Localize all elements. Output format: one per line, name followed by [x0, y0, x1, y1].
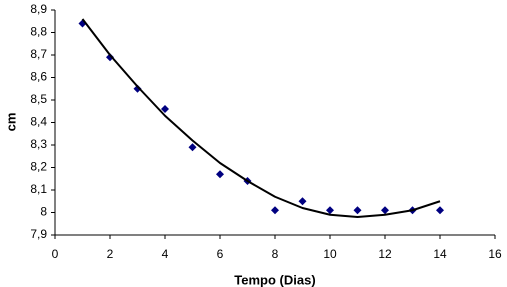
trend-line: [81, 18, 441, 218]
data-point: [188, 143, 197, 152]
x-tick-label: 14: [433, 247, 447, 261]
y-tick-label: 8,7: [30, 47, 47, 61]
data-point: [436, 206, 444, 215]
y-tick-label: 8,9: [30, 2, 47, 16]
x-tick-label: 8: [272, 247, 279, 261]
data-point: [381, 206, 389, 215]
data-point: [326, 206, 334, 215]
y-axis-title: cm: [3, 113, 18, 132]
x-tick-label: 6: [217, 247, 224, 261]
x-tick-label: 12: [378, 247, 392, 261]
data-point: [216, 170, 224, 179]
x-axis-title: Tempo (Dias): [234, 272, 315, 287]
data-point: [133, 84, 142, 93]
y-tick-label: 8,4: [30, 115, 47, 129]
y-tick-label: 8,2: [30, 160, 47, 174]
data-point: [106, 53, 114, 62]
x-tick-label: 2: [107, 247, 114, 261]
y-tick-label: 8,5: [30, 92, 47, 106]
y-tick-label: 7,9: [30, 227, 47, 241]
x-tick-label: 10: [323, 247, 337, 261]
data-point: [271, 206, 279, 215]
x-tick-label: 4: [162, 247, 169, 261]
y-tick-label: 8,8: [30, 25, 47, 39]
y-tick-label: 8,1: [30, 182, 47, 196]
data-point: [161, 105, 169, 113]
y-tick-label: 8,3: [30, 137, 47, 151]
data-point: [353, 206, 362, 215]
y-tick-label: 8,6: [30, 70, 47, 84]
x-tick-label: 16: [488, 247, 502, 261]
data-point: [298, 197, 307, 206]
y-tick-label: 8: [40, 205, 47, 219]
x-tick-label: 0: [52, 247, 59, 261]
